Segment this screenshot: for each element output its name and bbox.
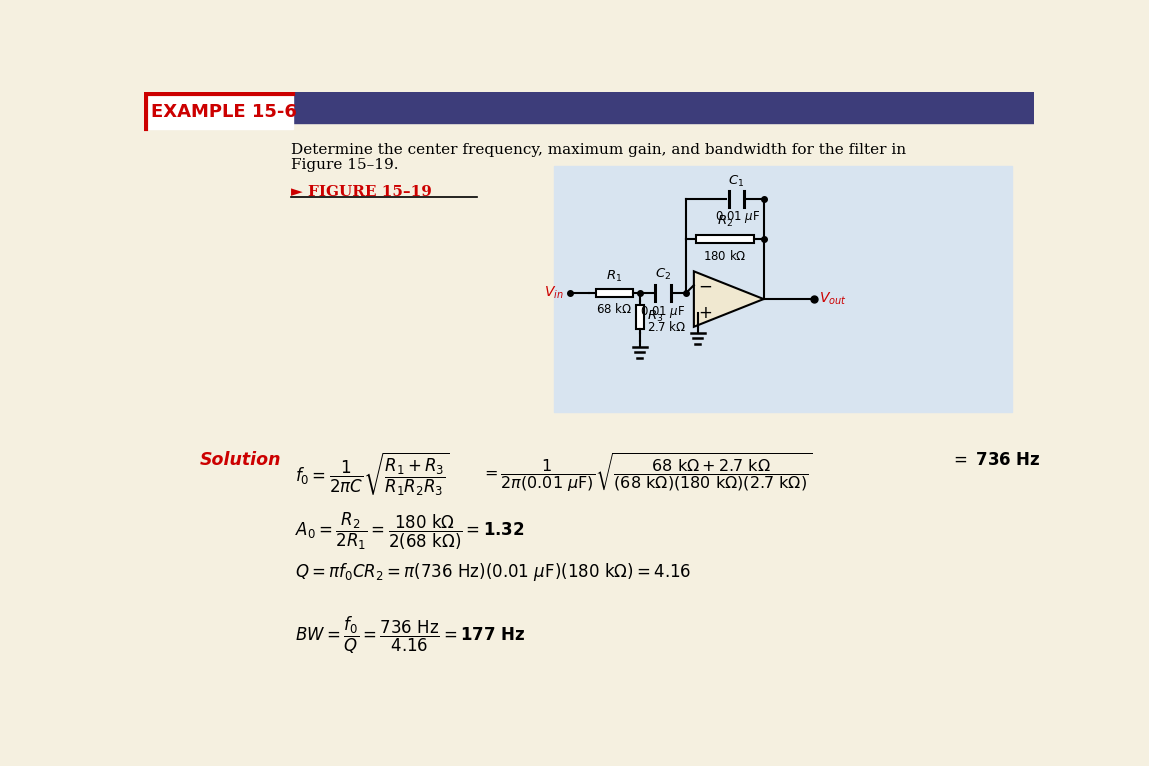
Bar <box>554 166 1011 412</box>
Text: EXAMPLE 15-6: EXAMPLE 15-6 <box>152 103 298 121</box>
Polygon shape <box>694 271 764 327</box>
Text: $C_2$: $C_2$ <box>655 267 671 282</box>
Text: $C_1$: $C_1$ <box>728 174 745 189</box>
Bar <box>146 94 293 129</box>
Text: Solution: Solution <box>200 450 280 469</box>
Text: Determine the center frequency, maximum gain, and bandwidth for the filter in: Determine the center frequency, maximum … <box>291 142 907 157</box>
Text: $BW = \dfrac{f_0}{Q} = \dfrac{736\ \mathrm{Hz}}{4.16} = \mathbf{177\ Hz}$: $BW = \dfrac{f_0}{Q} = \dfrac{736\ \math… <box>295 615 525 656</box>
Text: 180 k$\Omega$: 180 k$\Omega$ <box>703 249 747 263</box>
Text: $+$: $+$ <box>697 304 711 322</box>
Text: $R_2$: $R_2$ <box>717 214 733 229</box>
Text: 2.7 k$\Omega$: 2.7 k$\Omega$ <box>647 319 686 334</box>
Text: $V_{out}$: $V_{out}$ <box>819 291 847 307</box>
Text: $Q = \pi f_0 C R_2 = \pi(736\ \mathrm{Hz})(0.01\ \mu\mathrm{F})(180\ \mathrm{k}\: $Q = \pi f_0 C R_2 = \pi(736\ \mathrm{Hz… <box>295 561 691 583</box>
Bar <box>144 92 1034 123</box>
Bar <box>595 289 633 296</box>
Bar <box>635 305 643 329</box>
Text: 0.01 $\mu$F: 0.01 $\mu$F <box>640 303 686 319</box>
Text: $A_0 = \dfrac{R_2}{2R_1} = \dfrac{180\ \mathrm{k}\Omega}{2(68\ \mathrm{k}\Omega): $A_0 = \dfrac{R_2}{2R_1} = \dfrac{180\ \… <box>295 511 524 552</box>
Text: Figure 15–19.: Figure 15–19. <box>291 158 399 172</box>
Text: $= \dfrac{1}{2\pi(0.01\ \mu\mathrm{F})}\sqrt{\dfrac{68\ \mathrm{k}\Omega + 2.7\ : $= \dfrac{1}{2\pi(0.01\ \mu\mathrm{F})}\… <box>480 450 812 494</box>
Text: 68 k$\Omega$: 68 k$\Omega$ <box>596 302 632 316</box>
Text: $=\ \mathbf{736\ Hz}$: $=\ \mathbf{736\ Hz}$ <box>949 450 1040 469</box>
Text: $V_{in}$: $V_{in}$ <box>543 285 564 301</box>
Text: $R_3$: $R_3$ <box>647 309 664 324</box>
Text: 0.01 $\mu$F: 0.01 $\mu$F <box>716 209 761 225</box>
Text: $R_1$: $R_1$ <box>607 269 623 283</box>
Text: $-$: $-$ <box>697 277 711 294</box>
Text: $f_0 = \dfrac{1}{2\pi C}\sqrt{\dfrac{R_1 + R_3}{R_1 R_2 R_3}}$: $f_0 = \dfrac{1}{2\pi C}\sqrt{\dfrac{R_1… <box>295 450 449 498</box>
Text: ► FIGURE 15–19: ► FIGURE 15–19 <box>291 185 432 199</box>
Bar <box>696 235 754 243</box>
